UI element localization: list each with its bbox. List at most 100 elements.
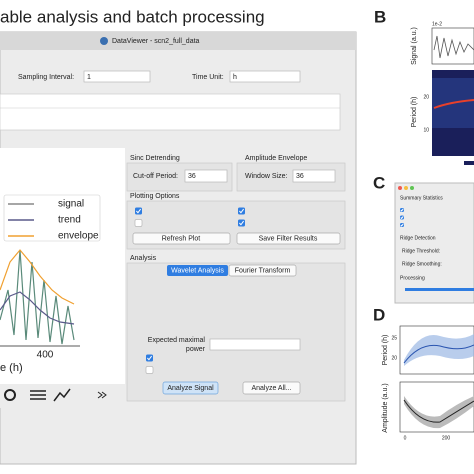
tab-label: Wavelet Analysis (171, 267, 224, 274)
input[interactable] (209, 338, 301, 351)
checkbox[interactable] (238, 219, 245, 227)
checkbox[interactable] (135, 207, 142, 215)
stats-window (394, 182, 474, 304)
check-mark (239, 208, 245, 214)
checkbox[interactable] (134, 219, 143, 227)
input-value: h (233, 74, 237, 81)
checkbox[interactable] (238, 207, 245, 215)
input-value: 36 (188, 173, 196, 180)
button[interactable] (242, 381, 301, 395)
check-mark (400, 208, 404, 212)
input-value: 36 (296, 173, 304, 180)
window-button[interactable] (398, 186, 402, 190)
signal-trace (433, 35, 474, 59)
ridge-line (433, 99, 474, 109)
axis-label: Period (h) (382, 335, 389, 366)
x-tick-label: 200 (442, 435, 451, 441)
app-icon (100, 37, 108, 45)
field-label: Ridge Smoothing: (402, 261, 442, 267)
group-heading: Amplitude Envelope (245, 155, 307, 162)
field-label: Sampling Interval: (18, 74, 74, 81)
input[interactable] (184, 169, 228, 183)
input[interactable] (292, 169, 336, 183)
signal-plot (0, 148, 125, 408)
colorbar (464, 161, 474, 165)
field-label: power (186, 346, 206, 353)
y-tick-label: 20 (391, 355, 397, 361)
amplitude-mean (403, 399, 474, 423)
field-label: Cut-off Period: (133, 173, 178, 180)
check-mark (239, 220, 245, 226)
signal-curve (0, 249, 75, 345)
axis-label: Period (h) (411, 97, 418, 128)
window-title: DataViewer - scn2_full_data (112, 38, 200, 45)
panel-label: B (374, 7, 386, 26)
check-mark (136, 208, 142, 214)
field-label: Ridge Threshold: (402, 248, 440, 254)
x-axis-label: e (h) (0, 362, 23, 374)
button-label: Analyze Signal (167, 385, 214, 392)
figure-title: able analysis and batch processing (0, 7, 265, 26)
group-heading: Sinc Detrending (130, 155, 180, 162)
y-tick-label: 10 (423, 127, 429, 133)
main-window: DataViewer - scn2_full_data Sampling Int… (0, 31, 357, 465)
amplitude-band (404, 396, 474, 429)
legend-label: trend (58, 215, 81, 226)
analysis-options (145, 354, 154, 374)
button-label: Refresh Plot (162, 235, 201, 242)
field-label: Window Size: (245, 173, 287, 180)
check-mark (147, 355, 153, 361)
axis-label: Signal (a.u.) (411, 27, 418, 65)
button[interactable] (162, 381, 219, 395)
axis-scale: 1e-2 (432, 21, 442, 27)
button[interactable] (236, 232, 341, 245)
progress-bar (405, 288, 474, 291)
panel-c: Summary Statistics Ridge Detection Ridge… (394, 182, 474, 304)
panel-d: Period (h) 25 20 Amplitude (a.u.) 0 200 (382, 325, 474, 441)
tab[interactable] (228, 264, 297, 277)
checkbox[interactable] (146, 354, 153, 362)
legend-label: signal (58, 199, 84, 210)
period-mean (403, 344, 474, 364)
zoom-icon[interactable] (4, 389, 16, 401)
trend-curve (0, 291, 75, 325)
settings-icon[interactable] (30, 390, 46, 400)
legend-label: envelope (58, 231, 99, 242)
input[interactable] (83, 70, 151, 83)
title-bar (0, 32, 356, 50)
tab-active[interactable] (167, 265, 228, 276)
checkbox[interactable] (145, 366, 154, 374)
x-tick-label: 0 (404, 435, 407, 441)
tab-label: Fourier Transform (235, 267, 291, 274)
y-tick-label: 25 (391, 335, 397, 341)
section-heading: Processing (400, 275, 425, 281)
axis-label: Amplitude (a.u.) (382, 383, 389, 432)
input[interactable] (229, 70, 301, 83)
field-label: Time Unit: (192, 74, 224, 81)
period-band (404, 334, 474, 366)
button-label: Save Filter Results (259, 235, 318, 242)
window-button[interactable] (410, 186, 414, 190)
section-heading: Ridge Detection (400, 235, 436, 241)
group-box (126, 262, 346, 402)
data-table (0, 93, 341, 131)
panel-label: C (373, 173, 385, 192)
check-mark (400, 223, 404, 227)
window-button[interactable] (404, 186, 408, 190)
chart-icon[interactable] (53, 388, 71, 402)
input-value: 1 (87, 74, 91, 81)
group-heading: Analysis (130, 255, 157, 262)
more-icon[interactable] (97, 391, 107, 399)
button[interactable] (132, 232, 231, 245)
panel-b: 1e-2 Signal (a.u.) Period (h) 20 10 (411, 21, 474, 165)
group-heading: Plotting Options (130, 193, 180, 200)
field-label: Expected maximal (148, 337, 206, 344)
window-title: Summary Statistics (400, 195, 443, 201)
x-tick-label: 400 (37, 350, 54, 361)
y-tick-label: 20 (423, 94, 429, 100)
stats-options (400, 208, 404, 227)
envelope-curve (0, 249, 75, 305)
panel-label: D (373, 305, 385, 324)
plot-legend (3, 194, 101, 242)
